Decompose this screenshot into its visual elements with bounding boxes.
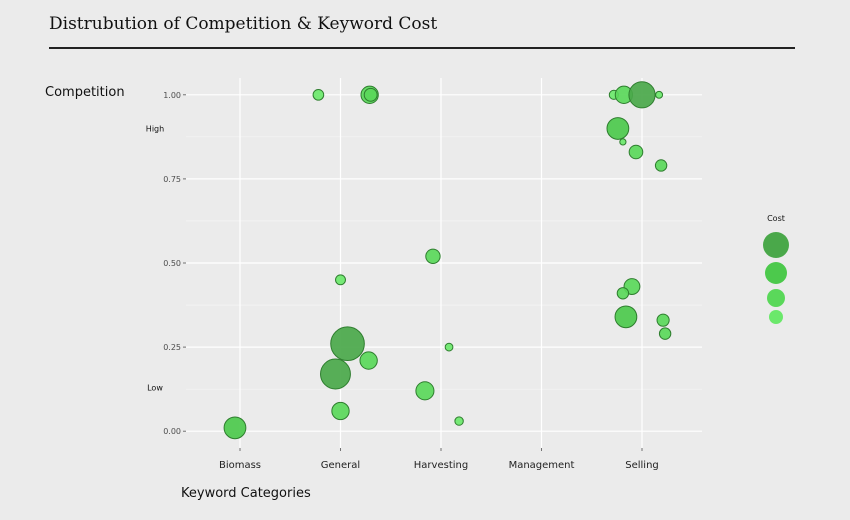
- data-point: [656, 313, 670, 327]
- data-point: [223, 416, 247, 440]
- y-tick-label: 0.00: [163, 427, 181, 436]
- x-tick-label: Harvesting: [414, 460, 468, 471]
- data-point: [330, 326, 365, 362]
- data-points: [223, 81, 672, 440]
- cost-legend: Cost: [763, 214, 789, 324]
- x-tick-label: Biomass: [219, 460, 261, 471]
- legend-key: [763, 232, 789, 258]
- y-annotation-label: Low: [147, 383, 163, 392]
- legend-key: [767, 289, 785, 307]
- y-tick-label: 1.00: [163, 91, 181, 100]
- data-point: [331, 401, 350, 421]
- chart-title: Distrubution of Competition & Keyword Co…: [49, 14, 438, 34]
- data-point: [628, 144, 644, 160]
- title-divider: [49, 47, 795, 49]
- data-point: [312, 88, 325, 101]
- data-point: [335, 274, 346, 286]
- y-tick-label: 0.75: [163, 175, 181, 184]
- data-point: [658, 327, 672, 340]
- data-point: [425, 248, 441, 264]
- data-point: [363, 87, 378, 102]
- x-tick-label: Selling: [625, 460, 659, 471]
- data-point: [454, 416, 464, 426]
- legend-title: Cost: [767, 214, 785, 223]
- x-tick-label: General: [321, 460, 360, 471]
- y-annotation-label: High: [146, 124, 164, 133]
- data-point: [619, 138, 627, 146]
- y-axis-title: Competition: [45, 85, 125, 100]
- data-point: [614, 305, 638, 329]
- y-tick-label: 0.50: [163, 259, 181, 268]
- data-point: [444, 342, 454, 352]
- y-tick-label: 0.25: [163, 343, 181, 352]
- legend-key: [765, 262, 787, 284]
- data-point: [628, 81, 656, 109]
- x-axis-title: Keyword Categories: [181, 486, 311, 501]
- data-point: [359, 351, 378, 370]
- data-point: [320, 358, 351, 390]
- grid-lines: [186, 78, 702, 448]
- axis-ticks: 0.00 0.25 0.50 0.75 1.00 Biomass General Harves…: [146, 91, 659, 471]
- x-tick-label: Management: [509, 460, 575, 471]
- data-point: [654, 159, 668, 172]
- legend-key: [769, 310, 783, 324]
- data-point: [415, 381, 435, 401]
- data-point: [655, 90, 664, 99]
- data-point: [616, 287, 630, 300]
- data-point: [606, 117, 630, 140]
